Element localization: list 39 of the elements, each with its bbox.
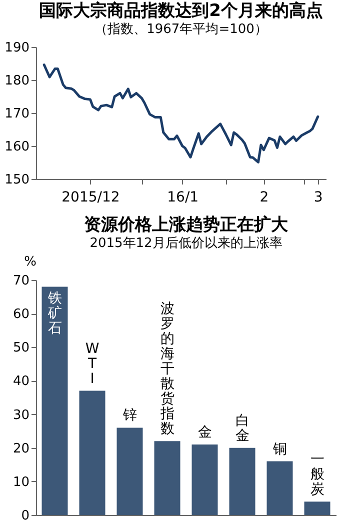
- y-tick-label: 180: [4, 74, 30, 88]
- y-tick-label: 70: [12, 274, 30, 288]
- x-tick-label: 金: [198, 424, 212, 440]
- x-tick-label: 铁矿石: [46, 290, 62, 337]
- y-tick-label: 30: [12, 408, 30, 423]
- category-label: 波罗的海干散货指数: [160, 301, 174, 438]
- x-tick-label: 铜: [272, 441, 287, 458]
- x-tick-label: 2: [260, 190, 269, 206]
- x-tick-label: 16/1: [167, 190, 199, 206]
- y-tick-label: 60: [12, 307, 30, 322]
- chart-title: 国际大宗商品指数达到2个月来的高点: [39, 1, 323, 21]
- x-tick-label: 锌: [122, 408, 137, 424]
- y-tick-label: 170: [4, 106, 30, 122]
- bar: [304, 502, 330, 515]
- bar: [79, 390, 106, 515]
- y-tick-label: 0: [21, 508, 30, 524]
- y-axis-title: %: [24, 254, 36, 270]
- y-tick-label: 10: [12, 474, 30, 490]
- x-tick-label: 白金: [235, 412, 250, 444]
- y-tick-label: 40: [12, 374, 30, 390]
- y-tick-label: 50: [12, 340, 30, 356]
- x-tick-label: 2015/12: [62, 190, 120, 206]
- y-tick-label: 160: [4, 140, 30, 154]
- x-tick-label: WTI: [85, 340, 100, 387]
- bar: [266, 461, 293, 515]
- bar: [229, 448, 256, 515]
- x-tick-label: 3: [314, 190, 323, 206]
- chart-subtitle: （指数、1967年平均=100）: [94, 22, 268, 37]
- bar: [116, 428, 143, 515]
- bar: [42, 286, 68, 515]
- y-tick-label: 20: [12, 441, 30, 456]
- y-tick-label: 190: [4, 40, 30, 56]
- y-tick-label: 150: [4, 172, 30, 188]
- line-series: [42, 64, 320, 164]
- bar: [154, 441, 180, 515]
- chart-subtitle: 2015年12月后低价以来的上涨率: [90, 235, 282, 251]
- bar: [192, 444, 218, 515]
- chart-title: 资源价格上涨趋势正在扩大: [84, 215, 289, 235]
- x-tick-label: 一般炭: [310, 452, 324, 498]
